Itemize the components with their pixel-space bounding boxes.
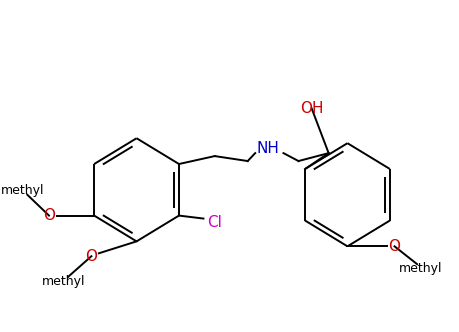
Text: Cl: Cl [207,215,222,230]
Text: O: O [85,249,97,264]
Text: methyl: methyl [41,275,85,288]
Text: O: O [43,208,55,223]
Text: OH: OH [300,101,324,116]
Text: O: O [388,239,401,254]
Text: methyl: methyl [399,262,442,275]
Text: methyl: methyl [1,184,45,197]
Text: NH: NH [257,141,280,156]
